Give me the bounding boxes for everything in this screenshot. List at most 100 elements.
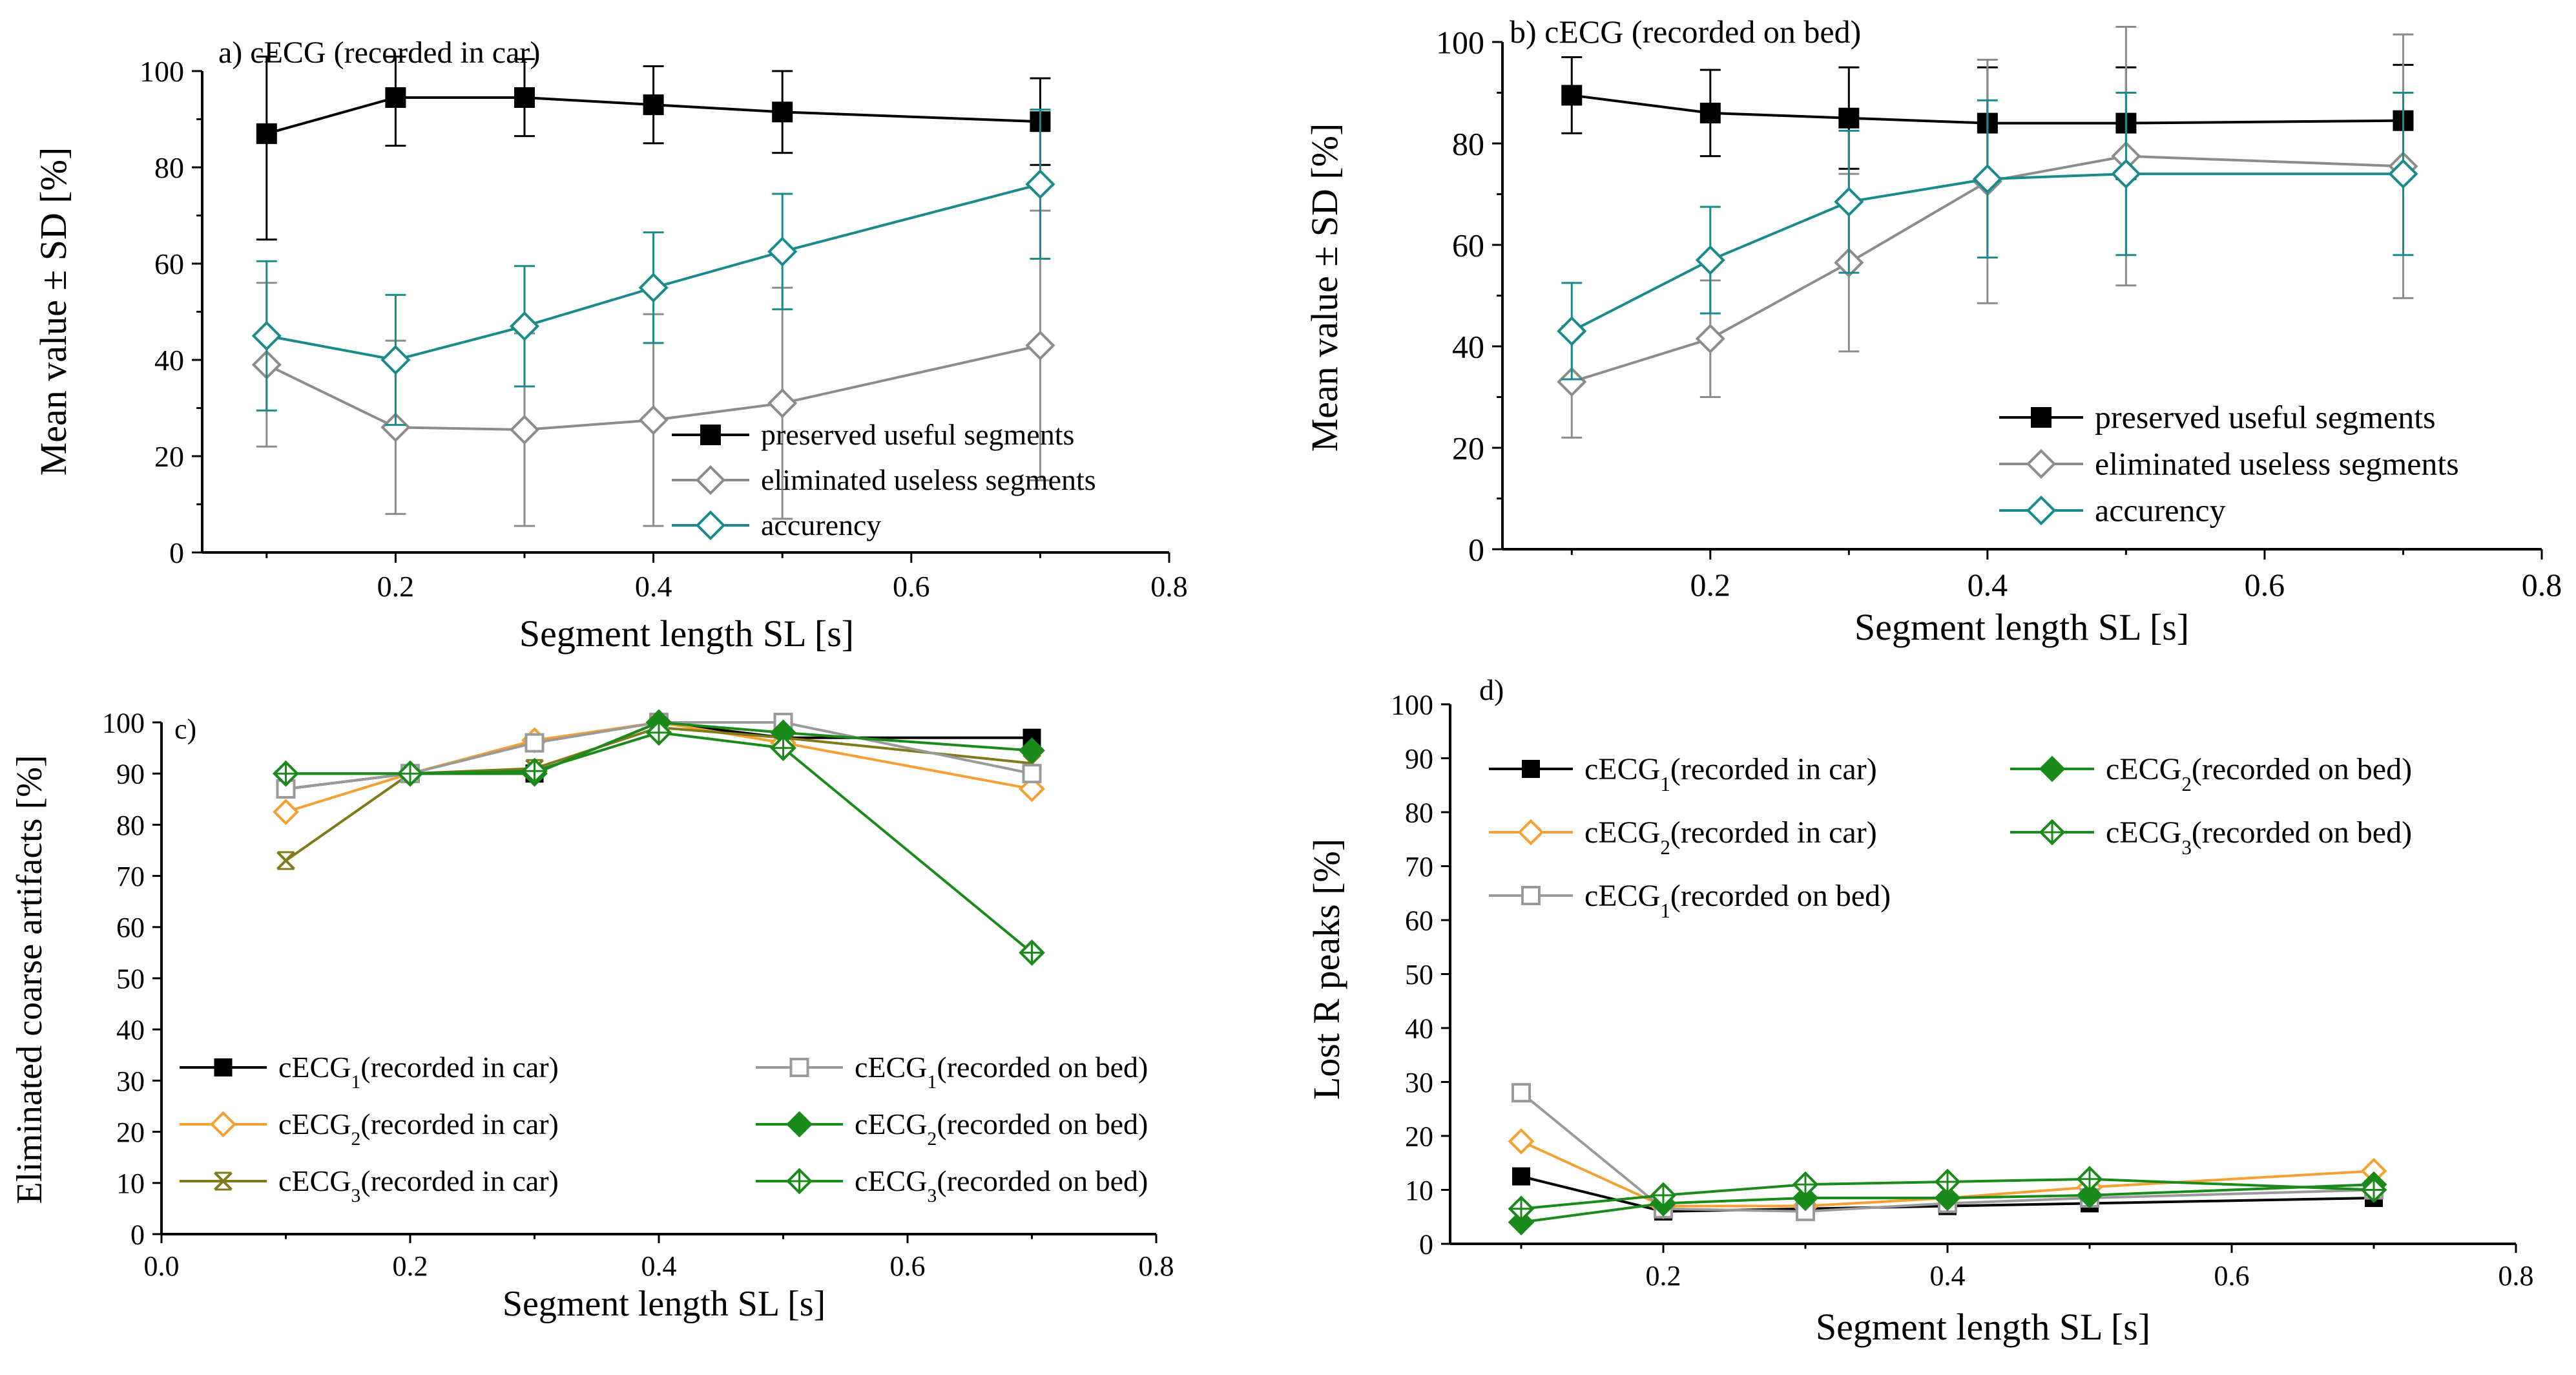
panel-a-series-2-point-shape [380, 344, 411, 375]
panel-c-ytick-label: 30 [116, 1065, 145, 1097]
panel-a-ytick-label: 0 [169, 536, 184, 569]
legend-label-subscript: 2 [351, 1128, 360, 1149]
panel-a-xtick-label: 0.2 [377, 570, 415, 603]
panel-d-legend-marker-shape [1517, 819, 1544, 846]
legend-label-main: cECG [855, 1107, 927, 1140]
panel-d-legend: cECG1(recorded in car)cECG2(recorded in … [1489, 752, 2412, 921]
panel-d-ytick-label: 10 [1405, 1175, 1433, 1206]
panel-a-xtick-label: 0.8 [1150, 570, 1188, 603]
panel-a-series-0-point-shape [514, 87, 535, 108]
panel-d-xtick-label: 0.2 [1646, 1260, 1681, 1292]
panel-a-series-1-point [509, 414, 540, 445]
panel-c-legend-item: cECG1(recorded in car) [180, 1051, 559, 1093]
panel-a-series-2-point-shape [767, 236, 798, 267]
panel-d-legend-marker [1522, 760, 1540, 778]
panel-b-series-0-point [1838, 107, 1860, 129]
panel-c-ytick-label: 10 [116, 1168, 145, 1199]
panel-c-series-5-point [521, 757, 548, 784]
panel-d-legend-item: cECG2(recorded on bed) [2010, 752, 2412, 795]
legend-label-subscript: 2 [2181, 772, 2192, 795]
panel-c-series-5-point [1019, 939, 1045, 966]
panel-c-ytick-label: 70 [116, 861, 145, 892]
panel-b-series-0-point [1561, 85, 1583, 106]
panel-b-series-1-line [1571, 154, 2404, 383]
panel-b-xlabel: Segment length SL [s] [1854, 606, 2189, 648]
panel-c-legend-marker-shape [786, 1111, 813, 1138]
panel-d-legend-label: cECG2(recorded in car) [1584, 815, 1877, 859]
legend-label-main: cECG [2106, 815, 2181, 850]
legend-label-main: cECG [278, 1051, 351, 1084]
panel-d-series-3-point [1792, 1184, 1819, 1212]
legend-label-main: cECG [2106, 752, 2181, 786]
panel-c-ytick-label: 40 [116, 1014, 145, 1046]
legend-label-main: cECG [278, 1107, 351, 1140]
panel-b-series-1-point [1695, 324, 1725, 354]
panel-a-series-2-point-shape [638, 273, 669, 303]
panel-a-series-2-point [638, 273, 669, 303]
panel-d-ytick-label: 80 [1405, 797, 1433, 828]
panel-c-series-5-point [397, 760, 424, 787]
panel-c-legend-label: cECG2(recorded on bed) [855, 1107, 1148, 1149]
panel-d-legend-marker-shape [2039, 755, 2066, 782]
panel-d-ytick-label: 0 [1419, 1228, 1433, 1260]
panel-b-ytick-label: 100 [1436, 25, 1484, 61]
panel-d-legend-label: cECG2(recorded on bed) [2106, 752, 2412, 795]
panel-c-legend-marker [789, 1058, 809, 1077]
panel-a-series-1-point-shape [638, 405, 669, 436]
panel-b-series-0-line [1572, 94, 2404, 125]
legend-label-suffix: (recorded in car) [1670, 752, 1877, 786]
panel-b-xtick-label: 0.8 [2522, 567, 2562, 603]
panel-b-series-2-point [1834, 187, 1864, 217]
panel-c-legend-label: cECG1(recorded on bed) [855, 1051, 1148, 1093]
panel-c-series-2-point [276, 851, 295, 870]
panel-a-series-2-point [251, 320, 282, 351]
legend-label-suffix: (recorded in car) [360, 1051, 558, 1084]
legend-label-suffix: (recorded on bed) [937, 1051, 1148, 1084]
panel-b-series-0-point-shape [1561, 85, 1583, 106]
panel-a-legend-marker [695, 510, 726, 541]
panel-c-series-5-line [286, 731, 1033, 954]
panel-c-legend-label: cECG1(recorded in car) [278, 1051, 559, 1093]
panel-a-series-2-point [767, 236, 798, 267]
panel-b-series-2-point-shape [2388, 159, 2418, 189]
panel-b-series-2-point-shape [1557, 316, 1587, 346]
panel-b-series-2-point-shape [2111, 159, 2141, 189]
panel-a-legend-marker-shape [700, 425, 721, 445]
panel-a-ytick-label: 60 [154, 247, 184, 280]
panel-d-legend-label: cECG1(recorded in car) [1584, 752, 1877, 795]
panel-a-series-0-point-shape [643, 94, 664, 116]
panel-a-series-0-point-shape [385, 87, 406, 108]
panel-a-series-1-point-shape [380, 412, 411, 443]
panel-d-series-3-point [2076, 1182, 2103, 1209]
panel-d-ytick-label: 50 [1405, 959, 1433, 991]
panel-a-series-1-point-shape [767, 388, 798, 419]
panel-b-series-1-point-shape [1557, 366, 1587, 397]
panel-d-series-3-point-shape [1934, 1184, 1961, 1212]
panel-a-xtick-label: 0.4 [635, 570, 672, 603]
panel-b-series-2-point-shape [1972, 163, 2002, 194]
panel-c-ytick-label: 0 [130, 1219, 145, 1250]
panel-c-ytick-label: 60 [116, 912, 145, 943]
panel-c-legend-item: cECG3(recorded on bed) [756, 1164, 1148, 1206]
panel-a-series-0-point [643, 94, 664, 116]
panel-b-legend: preserved useful segments eliminated usel… [1999, 399, 2459, 529]
panel-d-legend-item: cECG1(recorded on bed) [1489, 879, 1891, 921]
panel-c-series-5-point [770, 735, 796, 761]
panel-b-ytick-label: 40 [1452, 329, 1484, 365]
panel-d-series-3-point-shape [1508, 1209, 1535, 1235]
panel-b-series-2-point-shape [1695, 245, 1725, 275]
panel-b-legend-marker-shape [2026, 495, 2057, 526]
panel-a-xlabel: Segment length SL [s] [519, 613, 854, 655]
panel-d-series-4 [1508, 1166, 2387, 1223]
panel-b-series-2-point [1972, 163, 2002, 194]
panel-c-legend-marker-shape [214, 1058, 233, 1076]
panel-c-series-2-point-d2 [276, 851, 295, 870]
legend-label-subscript: 2 [927, 1128, 937, 1149]
panel-c-chart: 0.0 0.2 0.4 0.6 0.8 0 10 20 30 40 50 60 70 80 90 100 c) S… [10, 707, 1174, 1324]
legend-label-suffix: (recorded on bed) [2192, 752, 2412, 786]
panel-d-series-3-point-shape [2076, 1182, 2103, 1209]
legend-label-suffix: (recorded in car) [360, 1107, 558, 1140]
panel-a-series-1-point [380, 412, 411, 443]
panel-b-series-2-point-shape [1834, 187, 1864, 217]
